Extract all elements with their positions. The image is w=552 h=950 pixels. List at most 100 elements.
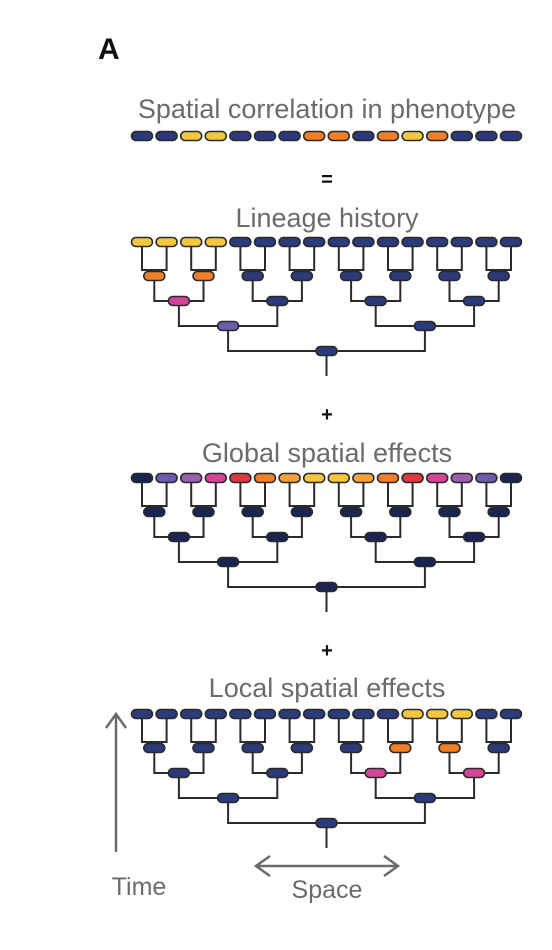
internal-node <box>241 270 264 282</box>
leaf-node <box>450 236 474 248</box>
strip-cell-15 <box>475 130 498 142</box>
leaf-node <box>253 472 277 484</box>
leaf-node <box>278 472 301 484</box>
root-node <box>315 581 338 593</box>
leaf-node <box>130 708 154 720</box>
tree-branch <box>141 718 168 743</box>
space-label: Space <box>292 876 363 904</box>
internal-node <box>167 767 191 779</box>
leaf-node <box>475 708 498 720</box>
tree-branch <box>436 718 463 743</box>
internal-node <box>364 531 388 543</box>
internal-node <box>265 531 289 543</box>
leaf-node <box>278 236 301 248</box>
leaf-node <box>499 472 523 484</box>
internal-node <box>290 506 314 518</box>
space-arrow <box>253 854 401 878</box>
root-node <box>315 345 338 357</box>
leaf-node <box>352 236 375 248</box>
internal-node <box>487 742 511 754</box>
strip-cell-5 <box>229 130 252 142</box>
leaf-node <box>229 708 252 720</box>
leaf-node <box>155 236 178 248</box>
internal-node <box>143 506 166 518</box>
leaf-node <box>155 708 178 720</box>
internal-node <box>265 767 289 779</box>
strip-cell-10 <box>352 130 375 142</box>
leaf-node <box>229 472 252 484</box>
tree-branch <box>436 482 463 507</box>
tree-branch <box>485 246 512 271</box>
tree-branch <box>288 482 316 507</box>
tree-local-spatial-effects <box>130 708 523 848</box>
internal-node <box>462 767 486 779</box>
internal-node <box>438 270 461 282</box>
leaf-node <box>425 236 449 248</box>
leaf-node <box>253 708 277 720</box>
internal-node <box>388 742 412 754</box>
leaf-node <box>327 708 351 720</box>
leaf-node <box>278 708 301 720</box>
tree-branch <box>485 482 512 507</box>
internal-node <box>388 270 412 282</box>
leaf-node <box>352 708 375 720</box>
tree-lineage-history <box>130 236 523 376</box>
internal-node <box>339 742 363 754</box>
leaf-node <box>499 236 523 248</box>
internal-node <box>241 506 264 518</box>
internal-node <box>192 506 215 518</box>
leaf-node <box>302 236 326 248</box>
tree-branch <box>190 246 217 271</box>
internal-node <box>290 270 314 282</box>
strip-cell-16 <box>499 130 523 142</box>
tree-branch <box>337 718 365 743</box>
internal-node <box>413 792 437 804</box>
tree-branch <box>485 718 512 743</box>
internal-node <box>364 767 388 779</box>
tree-branch <box>436 246 463 271</box>
strip-cell-8 <box>302 130 326 142</box>
internal-node <box>192 270 215 282</box>
internal-node <box>487 270 511 282</box>
leaf-node <box>130 472 154 484</box>
internal-node <box>216 556 240 568</box>
time-arrow <box>104 711 128 852</box>
tree-branch <box>239 482 266 507</box>
internal-node <box>462 531 486 543</box>
tree-branch <box>387 246 414 271</box>
internal-node <box>487 506 511 518</box>
plus-sign-2: + <box>321 640 333 662</box>
leaf-node <box>450 472 474 484</box>
time-label: Time <box>112 873 167 901</box>
strip-cell-6 <box>253 130 277 142</box>
tree-branch <box>288 718 316 743</box>
leaf-node <box>179 708 203 720</box>
leaf-node <box>376 472 400 484</box>
tree-branch <box>387 718 414 743</box>
phenotype-strip <box>130 130 523 142</box>
internal-node <box>143 270 166 282</box>
leaf-node <box>450 708 474 720</box>
internal-node <box>167 295 191 307</box>
strip-cell-12 <box>401 130 424 142</box>
strip-cell-13 <box>425 130 449 142</box>
internal-node <box>364 295 388 307</box>
plus-sign-1: + <box>321 404 333 426</box>
leaf-node <box>179 472 203 484</box>
leaf-node <box>204 472 228 484</box>
leaf-node <box>475 472 498 484</box>
tree-branch <box>337 482 365 507</box>
tree-branch <box>239 718 266 743</box>
internal-node <box>167 531 191 543</box>
strip-cell-2 <box>155 130 178 142</box>
strip-cell-14 <box>450 130 474 142</box>
internal-node <box>413 320 437 332</box>
leaf-node <box>475 236 498 248</box>
internal-node <box>143 742 166 754</box>
leaf-node <box>401 708 424 720</box>
strip-cell-11 <box>376 130 400 142</box>
tree-title-lineage: Lineage history <box>235 203 419 233</box>
internal-node <box>192 742 215 754</box>
strip-cell-7 <box>278 130 301 142</box>
